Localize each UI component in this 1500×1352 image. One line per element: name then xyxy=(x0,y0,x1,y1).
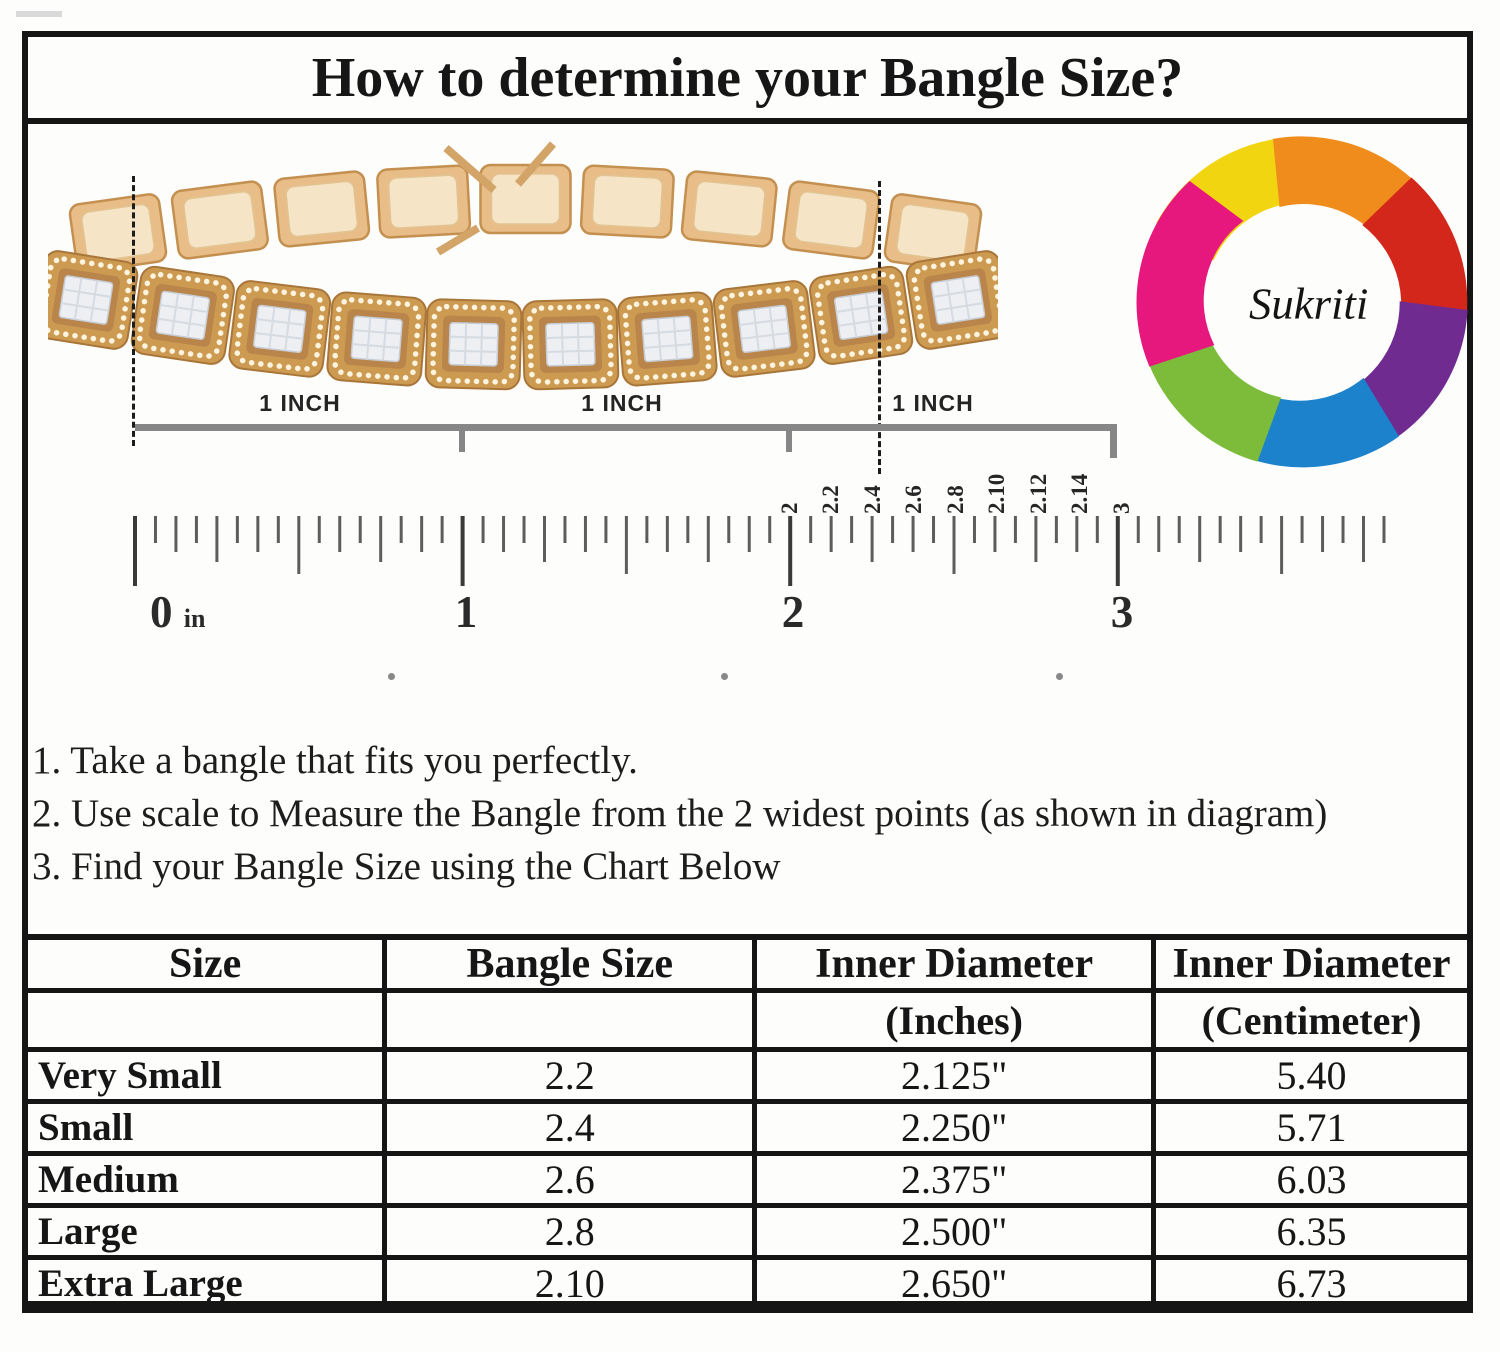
cell-diameter-cm: 5.40 xyxy=(1151,1047,1473,1104)
dot-artifact-1 xyxy=(388,673,395,680)
instruction-step-1: 1. Take a bangle that fits you perfectly… xyxy=(32,739,638,782)
dot-artifact-2 xyxy=(721,673,728,680)
ruler-mark-2-14: 2.14 xyxy=(1067,473,1092,514)
inch-label-1: 1 INCH xyxy=(259,390,341,416)
table-header-row: Size Bangle Size Inner Diameter Inner Di… xyxy=(22,934,1473,993)
dot-artifact-3 xyxy=(1056,673,1063,680)
cell-size: Very Small xyxy=(22,1047,388,1104)
brand-name: Sukriti xyxy=(1249,279,1368,329)
page-title: How to determine your Bangle Size? xyxy=(311,46,1184,109)
subheader-centimeter: (Centimeter) xyxy=(1151,988,1473,1052)
table-row: Small 2.4 2.250" 5.71 xyxy=(22,1099,1473,1156)
measure-tick-1 xyxy=(459,424,465,452)
cell-diameter-cm: 6.35 xyxy=(1151,1203,1473,1260)
header-bangle-size: Bangle Size xyxy=(382,934,758,993)
instructions: 1. Take a bangle that fits you perfectly… xyxy=(32,734,1462,893)
ruler-number-3: 3 xyxy=(1110,587,1134,637)
scan-artifact xyxy=(16,11,62,17)
cell-diameter-in: 2.125" xyxy=(752,1047,1157,1104)
right-dashed-guide xyxy=(878,181,881,474)
subheader-inches: (Inches) xyxy=(752,988,1157,1052)
measure-tick-2 xyxy=(786,424,792,452)
cell-size: Medium xyxy=(22,1151,388,1208)
measure-end-corner xyxy=(1110,424,1117,458)
cell-diameter-cm: 5.71 xyxy=(1151,1099,1473,1156)
ruler-ticks xyxy=(133,516,1386,586)
cell-diameter-in: 2.250" xyxy=(752,1099,1157,1156)
measure-line xyxy=(135,424,1117,431)
cell-bangle-size: 2.4 xyxy=(382,1099,758,1156)
cell-diameter-cm: 6.03 xyxy=(1151,1151,1473,1208)
ruler-unit-label: in xyxy=(183,604,206,633)
ruler-number-0-value: 0 xyxy=(150,587,173,637)
ruler-mark-2-4: 2.4 xyxy=(860,485,885,514)
cell-diameter-cm: 6.73 xyxy=(1151,1255,1473,1313)
subheader-blank-2 xyxy=(382,988,758,1052)
size-chart-table: Size Bangle Size Inner Diameter Inner Di… xyxy=(22,934,1473,1313)
ruler xyxy=(133,516,1386,586)
instruction-step-3: 3. Find your Bangle Size using the Chart… xyxy=(32,845,781,888)
cell-size: Large xyxy=(22,1203,388,1260)
table-subheader-row: (Inches) (Centimeter) xyxy=(22,988,1473,1052)
ruler-mark-3: 3 xyxy=(1109,502,1134,515)
header-inner-diameter-cm: Inner Diameter xyxy=(1151,934,1473,993)
bangle-clasp xyxy=(435,141,557,256)
ruler-mark-2-8: 2.8 xyxy=(943,485,968,514)
header-inner-diameter-in: Inner Diameter xyxy=(752,934,1157,993)
ruler-mark-2: 2 xyxy=(777,502,802,515)
subheader-blank-1 xyxy=(22,988,388,1052)
inch-label-2: 1 INCH xyxy=(581,390,663,416)
table-row: Medium 2.6 2.375" 6.03 xyxy=(22,1151,1473,1208)
table-row: Large 2.8 2.500" 6.35 xyxy=(22,1203,1473,1260)
ruler-mark-2-6: 2.6 xyxy=(901,485,926,514)
table-row: Extra Large 2.10 2.650" 6.73 xyxy=(22,1255,1473,1313)
header-size: Size xyxy=(22,934,388,993)
ruler-mark-2-12: 2.12 xyxy=(1026,473,1051,514)
ruler-number-0: 0 in xyxy=(150,586,205,638)
cell-diameter-in: 2.650" xyxy=(752,1255,1157,1313)
bangle-front-links xyxy=(48,250,998,391)
cell-size: Extra Large xyxy=(22,1255,388,1313)
ruler-number-2: 2 xyxy=(781,587,805,637)
ruler-mark-2-2: 2.2 xyxy=(818,485,843,514)
bangle-photo xyxy=(48,141,998,391)
instruction-step-2: 2. Use scale to Measure the Bangle from … xyxy=(32,792,1328,835)
cell-bangle-size: 2.8 xyxy=(382,1203,758,1260)
ruler-number-1: 1 xyxy=(454,587,478,637)
cell-bangle-size: 2.2 xyxy=(382,1047,758,1104)
cell-diameter-in: 2.375" xyxy=(752,1151,1157,1208)
cell-bangle-size: 2.6 xyxy=(382,1151,758,1208)
table-row: Very Small 2.2 2.125" 5.40 xyxy=(22,1047,1473,1104)
left-dashed-guide xyxy=(132,176,135,446)
cell-size: Small xyxy=(22,1099,388,1156)
cell-diameter-in: 2.500" xyxy=(752,1203,1157,1260)
ruler-mark-2-10: 2.10 xyxy=(984,473,1009,514)
bangle-back-links xyxy=(68,163,983,273)
title-bar: How to determine your Bangle Size? xyxy=(22,31,1473,124)
brand-logo: Sukriti xyxy=(1136,136,1468,468)
logo-pinwheel xyxy=(1136,136,1468,468)
cell-bangle-size: 2.10 xyxy=(382,1255,758,1313)
inch-label-3: 1 INCH xyxy=(892,390,974,416)
